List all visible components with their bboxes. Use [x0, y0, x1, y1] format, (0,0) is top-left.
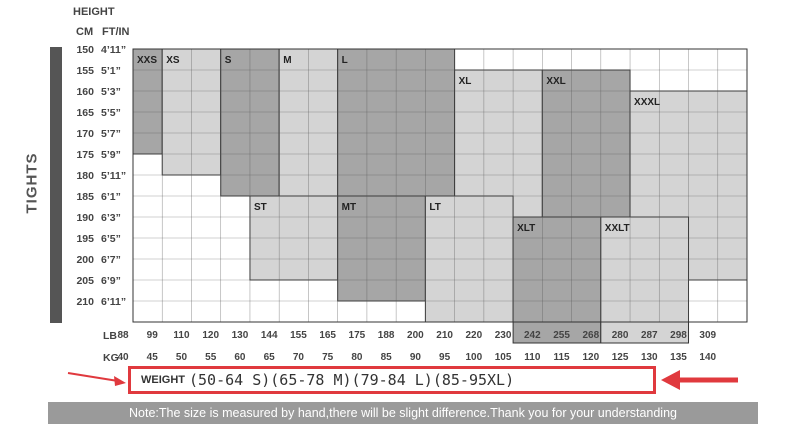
height-cm-label: 165	[76, 107, 94, 119]
size-region-label: XXL	[546, 76, 565, 87]
size-region	[337, 195, 426, 302]
weight-kg-label: 85	[380, 352, 392, 363]
weight-lb-label: 309	[699, 330, 717, 341]
height-ftin-label: 5’1”	[101, 65, 121, 77]
size-region-label: M	[283, 55, 291, 66]
right-arrow	[661, 370, 738, 390]
size-region-label: XXS	[137, 55, 157, 66]
weight-lb-label: 210	[436, 330, 453, 341]
weight-kg-label: 65	[263, 352, 275, 363]
weight-kg-label: 95	[439, 352, 451, 363]
height-ftin-label: 5’7”	[101, 128, 121, 140]
height-ftin-label: 5’9”	[101, 149, 121, 161]
size-region-label: XXXL	[634, 97, 660, 108]
weight-kg-label: 105	[494, 352, 512, 363]
weight-lb-label: 255	[553, 330, 570, 341]
weight-lb-label: 144	[260, 330, 278, 341]
cm-header: CM	[76, 26, 94, 38]
height-ftin-label: 6’3”	[101, 212, 121, 224]
weight-lb-label: 287	[640, 330, 658, 341]
weight-kg-label: 50	[175, 352, 188, 363]
weight-box: WEIGHT (50-64 S)(65-78 M)(79-84 L)(85-95…	[128, 366, 656, 394]
lb-header: LB	[103, 330, 117, 342]
side-bar	[50, 47, 62, 323]
weight-kg-label: 100	[465, 352, 483, 363]
size-region-label: XXLT	[605, 223, 630, 234]
weight-lb-label: 220	[465, 330, 483, 341]
weight-lb-label: 130	[231, 330, 249, 341]
size-region-label: S	[225, 55, 232, 66]
weight-kg-label: 75	[322, 352, 334, 363]
height-cm-label: 155	[76, 65, 94, 77]
weight-lb-label: 230	[494, 330, 512, 341]
weight-title: WEIGHT	[141, 374, 185, 386]
height-ftin-label: 5’3”	[101, 86, 121, 98]
weight-kg-label: 80	[351, 352, 363, 363]
height-ftin-label: 6’9”	[101, 275, 121, 287]
size-region-label: XL	[459, 76, 472, 87]
weight-kg-label: 110	[524, 352, 541, 363]
height-cm-label: 205	[76, 275, 94, 287]
weight-lb-label: 165	[319, 330, 336, 341]
grid-border	[132, 48, 748, 323]
height-ftin-label: 4’11”	[101, 44, 127, 56]
height-ftin-label: 6’7”	[101, 254, 121, 266]
weight-lb-label: 99	[146, 330, 158, 341]
ftin-header: FT/IN	[102, 26, 130, 38]
weight-kg-label: 40	[117, 352, 129, 363]
weight-lb-label: 242	[523, 330, 541, 341]
weight-lb-label: 280	[611, 330, 629, 341]
weight-kg-label: 130	[640, 352, 658, 363]
weight-lb-label: 268	[582, 330, 600, 341]
size-region-label: LT	[429, 202, 440, 213]
weight-kg-label: 140	[699, 352, 717, 363]
size-region-label: ST	[254, 202, 267, 213]
weight-kg-label: 135	[670, 352, 687, 363]
size-region-label: L	[342, 55, 348, 66]
weight-lb-label: 155	[290, 330, 307, 341]
height-header: HEIGHT	[73, 6, 115, 18]
weight-lb-label: 88	[117, 330, 129, 341]
height-cm-label: 195	[76, 233, 94, 245]
weight-lb-label: 120	[202, 330, 220, 341]
weight-kg-label: 70	[292, 352, 304, 363]
kg-header: KG	[103, 352, 119, 364]
weight-kg-label: 90	[409, 352, 421, 363]
height-cm-label: 210	[76, 296, 94, 308]
height-ftin-label: 5’5”	[101, 107, 121, 119]
height-cm-label: 185	[76, 191, 94, 203]
weight-lb-label: 298	[670, 330, 687, 341]
weight-kg-label: 60	[234, 352, 246, 363]
size-region-label: XLT	[517, 223, 535, 234]
height-ftin-label: 6’5”	[101, 233, 121, 245]
left-arrow	[67, 372, 126, 386]
weight-lb-label: 175	[348, 330, 366, 341]
weight-lb-label: 110	[173, 330, 190, 341]
weight-kg-label: 45	[146, 352, 158, 363]
weight-ranges: (50-64 S)(65-78 M)(79-84 L)(85-95XL)	[189, 371, 515, 389]
height-cm-label: 190	[76, 212, 94, 224]
height-cm-label: 200	[76, 254, 94, 266]
size-region-label: MT	[342, 202, 356, 213]
height-cm-label: 170	[76, 128, 94, 140]
height-ftin-label: 5’11”	[101, 170, 127, 182]
weight-kg-label: 55	[205, 352, 217, 363]
height-cm-label: 180	[76, 170, 94, 182]
height-cm-label: 175	[76, 149, 94, 161]
height-cm-label: 160	[76, 86, 94, 98]
size-region-label: XS	[166, 55, 180, 66]
height-ftin-label: 6’1”	[101, 191, 121, 203]
size-region	[132, 48, 163, 155]
height-cm-label: 150	[76, 44, 94, 56]
height-ftin-label: 6’11”	[101, 296, 127, 308]
weight-kg-label: 120	[582, 352, 600, 363]
weight-lb-label: 188	[377, 330, 395, 341]
note-banner: Note:The size is measured by hand,there …	[48, 402, 758, 424]
weight-lb-label: 200	[407, 330, 424, 341]
weight-kg-label: 115	[553, 352, 570, 363]
weight-kg-label: 125	[611, 352, 629, 363]
